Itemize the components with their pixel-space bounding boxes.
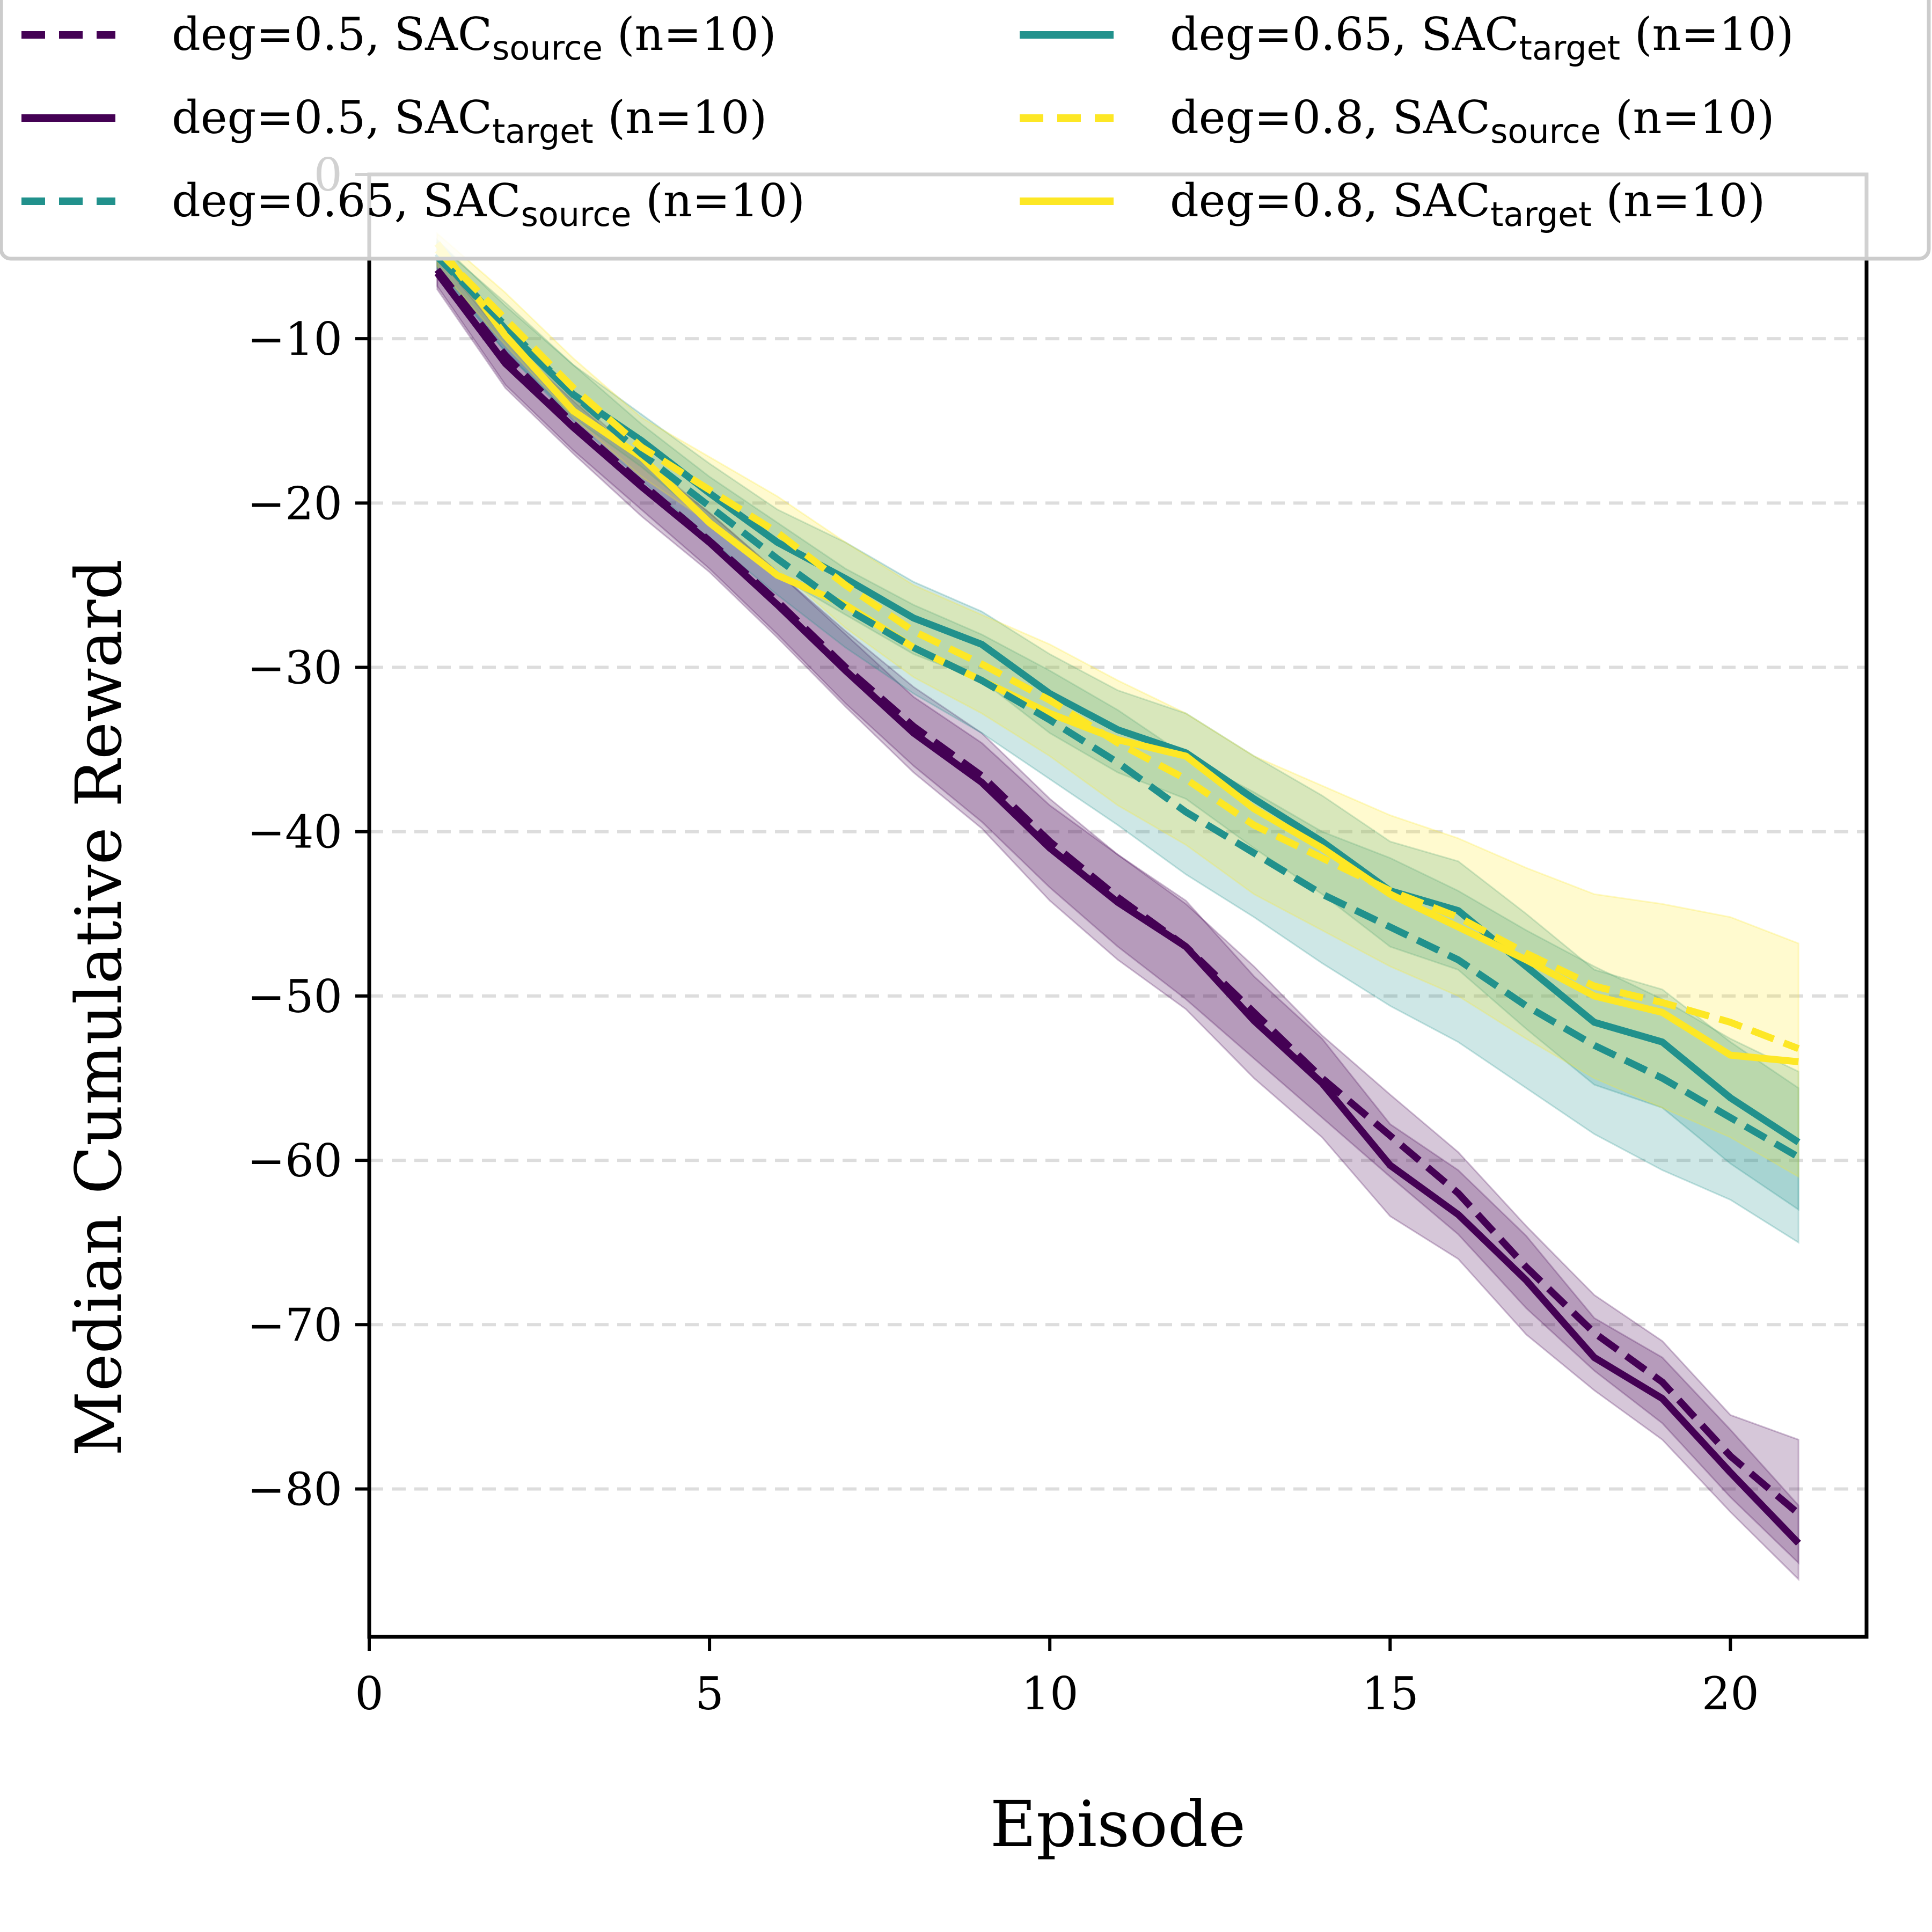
x-tick-label: 5: [695, 1667, 723, 1720]
x-tick-label: 10: [1021, 1667, 1079, 1720]
series-line-2: [435, 254, 1801, 1160]
legend-item-4: deg=0.8, SACsource (n=10): [1020, 91, 1775, 151]
legend-label: deg=0.5, SACtarget (n=10): [172, 91, 767, 151]
x-tick-label: 20: [1702, 1667, 1759, 1720]
legend-label: deg=0.8, SACsource (n=10): [1170, 91, 1775, 151]
grid-layer: [369, 337, 1867, 1491]
y-tick-label: −10: [247, 313, 342, 365]
y-tick-label: −40: [247, 806, 342, 859]
confidence-band-4: [436, 231, 1799, 1179]
legend-item-0: deg=0.5, SACsource (n=10): [21, 8, 777, 68]
x-axis-title: Episode: [990, 1787, 1246, 1861]
legend-items: deg=0.5, SACsource (n=10) deg=0.5, SACtar…: [21, 8, 1794, 234]
legend-item-3: deg=0.65, SACtarget (n=10): [1020, 8, 1794, 68]
y-tick-label: −60: [247, 1135, 342, 1187]
legend-item-5: deg=0.8, SACtarget (n=10): [1020, 174, 1765, 234]
x-tick-label: 0: [355, 1667, 383, 1720]
legend-box: [0, 0, 1931, 261]
x-tick-label: 15: [1362, 1667, 1419, 1720]
y-tick-label: −80: [247, 1463, 342, 1516]
series-line-0: [434, 267, 1801, 1517]
confidence-band-0: [436, 251, 1799, 1565]
series-line-4: [435, 247, 1800, 1052]
y-tick-label: −20: [247, 477, 342, 530]
legend-item-1: deg=0.5, SACtarget (n=10): [21, 91, 767, 151]
legend-label: deg=0.5, SACsource (n=10): [172, 8, 777, 68]
line-layer: [434, 241, 1801, 1546]
legend-label: deg=0.65, SACsource (n=10): [172, 174, 805, 234]
legend-item-2: deg=0.65, SACsource (n=10): [21, 174, 805, 234]
legend-label: deg=0.8, SACtarget (n=10): [1170, 174, 1765, 234]
legend-label: deg=0.65, SACtarget (n=10): [1170, 8, 1794, 68]
y-tick-label: −50: [247, 970, 342, 1023]
y-axis-title: Median Cumulative Reward: [62, 559, 136, 1456]
series-line-3: [434, 251, 1801, 1145]
y-tick-label: −30: [247, 642, 342, 694]
confidence-band-1: [436, 254, 1799, 1582]
confidence-band-3: [436, 238, 1799, 1211]
legend: deg=0.5, SACsource (n=10) deg=0.5, SACtar…: [0, 0, 1931, 261]
y-tick-label: −70: [247, 1299, 342, 1351]
